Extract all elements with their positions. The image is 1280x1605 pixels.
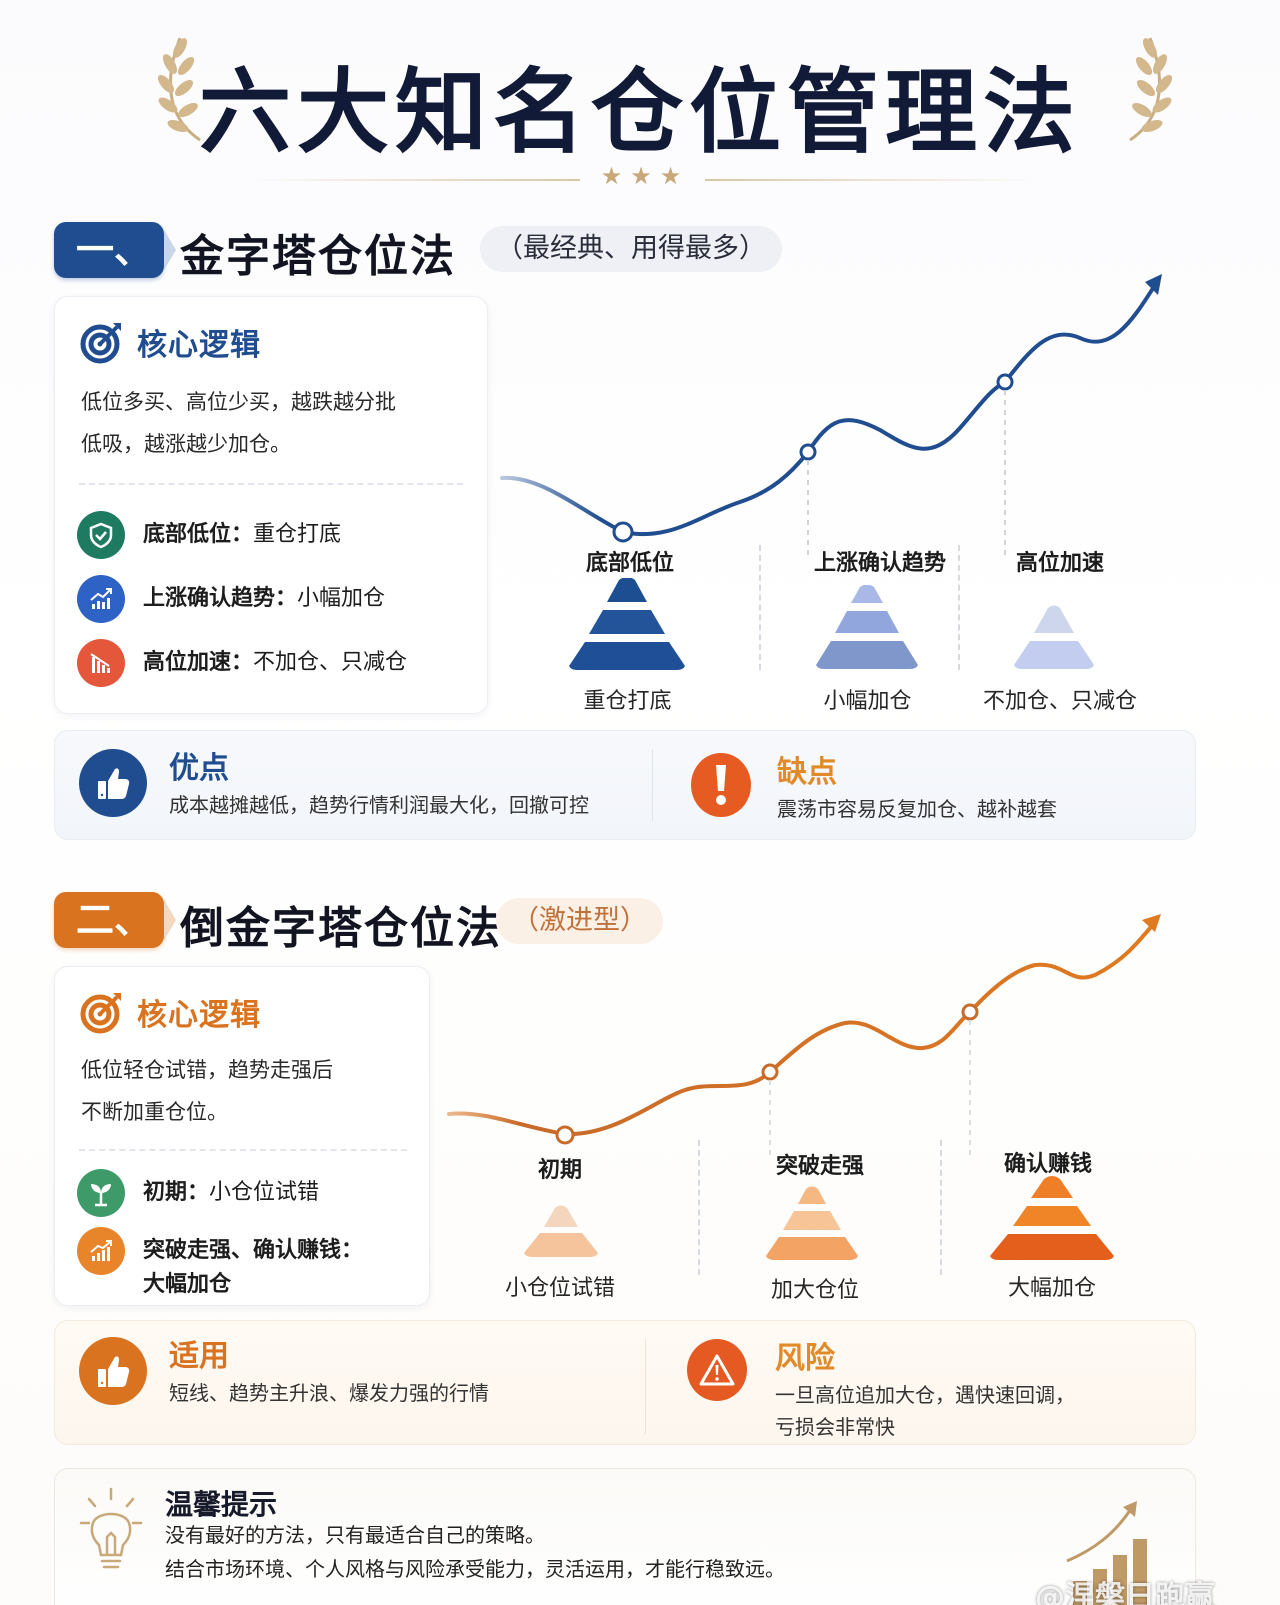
section-1-title: 金字塔仓位法 bbox=[180, 231, 456, 282]
rule-value: 不加仓、只减仓 bbox=[253, 650, 408, 675]
section-2-subtitle: （激进型） bbox=[496, 898, 663, 944]
rule-item: 突破走强、确认赚钱： 大幅加仓 bbox=[77, 1227, 363, 1302]
section-2-trend-curve bbox=[447, 914, 1161, 1155]
thumbs-up-icon bbox=[79, 1337, 147, 1405]
tip-title: 温馨提示 bbox=[165, 1488, 278, 1521]
suitable-title: 适用 bbox=[169, 1339, 229, 1374]
core-logic-line-2: 不断加重仓位。 bbox=[81, 1100, 228, 1124]
rule-label: 底部低位： bbox=[143, 522, 254, 547]
section-2-core-logic-card: 核心逻辑 低位轻仓试错，趋势走强后 不断加重仓位。 初期：小仓位试错 突破走强、… bbox=[54, 966, 430, 1306]
section-2-pros-cons: 适用 短线、趋势主升浪、爆发力强的行情 风险 一旦高位追加大仓，遇快速回调， 亏… bbox=[54, 1320, 1196, 1445]
lightbulb-icon bbox=[79, 1487, 143, 1569]
rule-label: 高位加速： bbox=[143, 650, 254, 675]
stage-caption: 小仓位试错 bbox=[504, 1276, 615, 1301]
thumbs-up-icon bbox=[79, 749, 147, 817]
section-2-number-badge: 二、 bbox=[54, 892, 176, 948]
core-logic-line-2: 低吸，越涨越少加仓。 bbox=[81, 432, 291, 456]
pyramid-light-icon bbox=[1014, 605, 1094, 669]
section-1-pros-cons: 优点 成本越摊越低，趋势行情利润最大化，回撤可控 缺点 震荡市容易反复加仓、越补… bbox=[54, 730, 1196, 840]
section-1-number-badge: 一、 bbox=[54, 222, 176, 278]
stage-caption: 不加仓、只减仓 bbox=[982, 689, 1137, 714]
suitable-text: 短线、趋势主升浪、爆发力强的行情 bbox=[169, 1381, 489, 1405]
stage-label: 突破走强 bbox=[775, 1154, 864, 1179]
pyramid-medium-icon bbox=[816, 585, 918, 669]
pyramid-medium-icon bbox=[766, 1186, 858, 1260]
page-title: 六大知名仓位管理法 bbox=[198, 58, 1081, 166]
star-icons: ★★★ bbox=[600, 162, 690, 190]
cons-text: 震荡市容易反复加仓、越补越套 bbox=[777, 797, 1057, 821]
stage-caption: 加大仓位 bbox=[770, 1278, 859, 1303]
dashed-divider bbox=[79, 483, 463, 485]
rule-value: 重仓打底 bbox=[253, 522, 342, 547]
rule-label: 突破走强、确认赚钱： bbox=[143, 1238, 364, 1263]
laurel-right-icon bbox=[1129, 37, 1173, 142]
pros-item: 优点 成本越摊越低，趋势行情利润最大化，回撤可控 bbox=[79, 749, 589, 821]
cons-title: 缺点 bbox=[777, 755, 837, 790]
trend-down-chart-icon bbox=[77, 639, 125, 687]
cons-item: 缺点 震荡市容易反复加仓、越补越套 bbox=[691, 753, 1057, 825]
section-2-title: 倒金字塔仓位法 bbox=[180, 903, 502, 954]
rule-value: 小仓位试错 bbox=[209, 1180, 320, 1205]
rule-value: 大幅加仓 bbox=[143, 1272, 232, 1297]
risk-item: 风险 一旦高位追加大仓，遇快速回调， 亏损会非常快 bbox=[687, 1339, 1075, 1443]
stage-divider bbox=[698, 1140, 700, 1275]
pyramid-heavy-icon bbox=[990, 1176, 1114, 1260]
title-divider-left bbox=[250, 179, 580, 181]
stage-caption: 大幅加仓 bbox=[1007, 1276, 1096, 1301]
target-icon bbox=[80, 993, 121, 1034]
sprout-icon bbox=[77, 1169, 125, 1217]
trend-up-chart-icon bbox=[77, 1227, 125, 1275]
title-divider-right bbox=[705, 179, 1035, 181]
core-logic-line-1: 低位多买、高位少买，越跌越分批 bbox=[81, 390, 396, 414]
watermark: @涅槃日跑赢 bbox=[1035, 1580, 1215, 1605]
stage-divider bbox=[958, 545, 960, 670]
rule-value: 小幅加仓 bbox=[297, 586, 386, 611]
risk-text-line-2: 亏损会非常快 bbox=[775, 1415, 895, 1439]
tip-line-1: 没有最好的方法，只有最适合自己的策略。 bbox=[165, 1523, 545, 1547]
exclamation-icon bbox=[691, 753, 751, 817]
core-logic-heading: 核心逻辑 bbox=[137, 998, 261, 1033]
core-logic-heading: 核心逻辑 bbox=[137, 328, 261, 363]
pyramid-heavy-icon bbox=[569, 578, 685, 670]
rule-label: 上涨确认趋势： bbox=[143, 586, 298, 611]
stage-label: 高位加速 bbox=[1015, 551, 1104, 576]
risk-title: 风险 bbox=[775, 1341, 835, 1376]
risk-text-line-1: 一旦高位追加大仓，遇快速回调， bbox=[775, 1383, 1075, 1407]
pros-text: 成本越摊越低，趋势行情利润最大化，回撤可控 bbox=[169, 793, 589, 817]
rule-item: 上涨确认趋势：小幅加仓 bbox=[77, 575, 385, 623]
core-logic-line-1: 低位轻仓试错，趋势走强后 bbox=[81, 1058, 333, 1082]
stage-caption: 小幅加仓 bbox=[823, 689, 912, 714]
pyramid-light-icon bbox=[524, 1205, 598, 1257]
stage-divider bbox=[759, 545, 761, 670]
stage-label: 底部低位 bbox=[585, 551, 674, 576]
suitable-item: 适用 短线、趋势主升浪、爆发力强的行情 bbox=[79, 1337, 489, 1409]
trend-up-chart-icon bbox=[77, 575, 125, 623]
stage-divider bbox=[940, 1140, 942, 1275]
target-icon bbox=[80, 323, 121, 364]
tip-line-2: 结合市场环境、个人风格与风险承受能力，灵活运用，才能行稳致远。 bbox=[165, 1557, 785, 1581]
stage-label: 确认赚钱 bbox=[1003, 1152, 1092, 1177]
rule-item: 底部低位：重仓打底 bbox=[77, 511, 341, 559]
pros-title: 优点 bbox=[169, 751, 229, 786]
section-1-core-logic-card: 核心逻辑 低位多买、高位少买，越跌越分批 低吸，越涨越少加仓。 底部低位：重仓打… bbox=[54, 296, 488, 714]
stage-label: 上涨确认趋势 bbox=[813, 551, 946, 576]
dashed-divider bbox=[79, 1149, 407, 1151]
rule-item: 初期：小仓位试错 bbox=[77, 1169, 319, 1217]
rule-label: 初期： bbox=[143, 1180, 210, 1205]
strip-divider bbox=[645, 1339, 646, 1434]
laurel-left-icon bbox=[157, 37, 201, 142]
shield-check-icon bbox=[77, 511, 125, 559]
growth-bar-chart-icon bbox=[1066, 1501, 1147, 1605]
strip-divider bbox=[652, 749, 653, 821]
rule-item: 高位加速：不加仓、只减仓 bbox=[77, 639, 407, 687]
section-1-trend-curve bbox=[500, 274, 1162, 560]
tip-card: 温馨提示 没有最好的方法，只有最适合自己的策略。 结合市场环境、个人风格与风险承… bbox=[54, 1468, 1196, 1605]
stage-caption: 重仓打底 bbox=[583, 689, 672, 714]
warning-triangle-icon bbox=[687, 1339, 747, 1401]
section-1-subtitle: （最经典、用得最多） bbox=[480, 226, 782, 272]
stage-label: 初期 bbox=[537, 1158, 582, 1183]
